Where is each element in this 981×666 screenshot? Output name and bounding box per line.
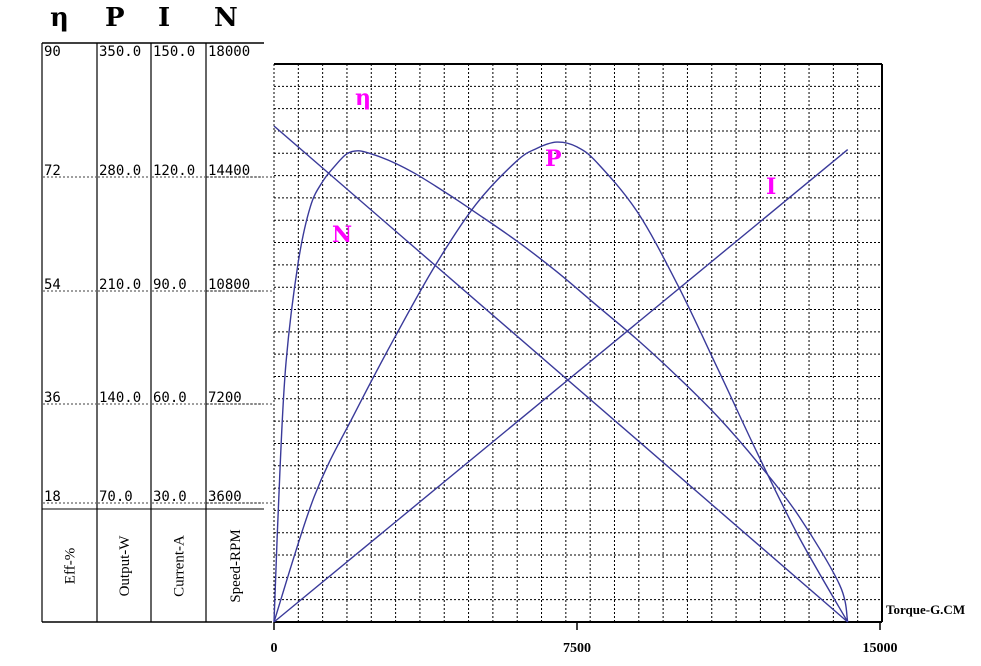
axis-tick-label: 120.0 [153, 163, 195, 179]
axis-tick-label: 140.0 [99, 390, 141, 406]
axis-symbol-0: η [50, 3, 69, 33]
axis-tick-label: 30.0 [153, 489, 187, 505]
axis-tick-label: 60.0 [153, 390, 187, 406]
series-label-1: P [545, 146, 562, 172]
x-axis: 0 7500 15000 Torque-G.CM [271, 602, 966, 656]
x-axis-label: Torque-G.CM [886, 602, 965, 617]
axis-tick-label: 280.0 [99, 163, 141, 179]
axis-unit-label: Output-W [117, 535, 133, 597]
series-label-0: η [355, 85, 371, 111]
axis-table: η 90 72 54 36 18 Eff-% P 350.0 280.0 210.0 140.0 70.… [41, 3, 272, 623]
axis-unit-label: Speed-RPM [228, 529, 244, 602]
axis-tick-label: 90.0 [153, 277, 187, 293]
axis-tick-label: 150.0 [153, 44, 195, 60]
series-line-1 [273, 141, 849, 623]
axis-tick-label: 18 [44, 489, 61, 505]
axis-tick-label: 10800 [208, 277, 250, 293]
curves [273, 125, 849, 623]
axis-tick-label: 70.0 [99, 489, 133, 505]
axis-tick-label: 90 [44, 44, 61, 60]
x-tick-label: 15000 [863, 641, 898, 656]
series-line-3 [273, 125, 849, 623]
axis-unit-label: Eff-% [63, 548, 79, 584]
x-tick-label: 0 [271, 641, 278, 656]
axis-tick-label: 18000 [208, 44, 250, 60]
axis-tick-label: 54 [44, 277, 61, 293]
axis-symbol-1: P [105, 3, 125, 33]
series-line-2 [273, 149, 849, 623]
axis-symbol-2: I [158, 3, 170, 33]
series-label-2: I [766, 174, 776, 200]
series-label-3: N [332, 222, 352, 248]
axis-tick-label: 210.0 [99, 277, 141, 293]
axis-tick-label: 3600 [208, 489, 242, 505]
axis-tick-label: 72 [44, 163, 61, 179]
axis-symbol-3: N [214, 3, 238, 33]
plot-grid [273, 63, 883, 623]
axis-tick-label: 14400 [208, 163, 250, 179]
axis-unit-label: Current-A [172, 535, 188, 597]
axis-tick-label: 7200 [208, 390, 242, 406]
axis-tick-label: 350.0 [99, 44, 141, 60]
curve-labels: η P I N [332, 85, 776, 248]
series-line-0 [273, 150, 849, 623]
axis-tick-label: 36 [44, 390, 61, 406]
x-tick-label: 7500 [563, 641, 591, 656]
